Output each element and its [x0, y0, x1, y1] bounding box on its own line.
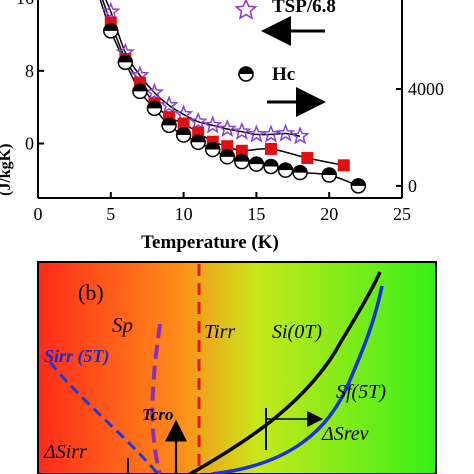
- data-point-circle-fill: [249, 157, 264, 165]
- y-axis-left-label: (J/kgK): [0, 144, 14, 196]
- data-point-circle-fill: [220, 149, 235, 157]
- data-point-circle-fill: [234, 154, 249, 162]
- y-right-tick-label: 8000: [408, 0, 444, 2]
- data-point-star: [290, 126, 310, 145]
- x-tick-label: 20: [320, 204, 338, 224]
- data-point-circle-fill: [147, 101, 162, 109]
- x-tick-label: 0: [34, 204, 43, 224]
- data-point-circle-fill: [103, 23, 118, 31]
- data-points: [101, 1, 367, 194]
- tcro-label: Tcro: [142, 405, 174, 424]
- sp-label: Sp: [112, 313, 133, 337]
- x-tick-label: 5: [106, 204, 115, 224]
- data-point-star: [203, 115, 223, 134]
- x-tick-label: 15: [247, 204, 265, 224]
- si-0t-label: Si(0T): [272, 321, 322, 343]
- sf-5t-label: Sf(5T): [336, 381, 386, 403]
- data-point-circle-fill: [176, 128, 191, 136]
- data-point-circle-fill: [205, 142, 220, 150]
- sirr-label: Sirr (5T): [44, 346, 110, 367]
- data-point-star: [232, 121, 252, 140]
- data-point-star: [101, 1, 121, 20]
- data-point-circle-fill: [191, 135, 206, 143]
- legend-star-marker: [234, 0, 258, 20]
- data-point-square: [235, 144, 248, 157]
- data-point-circle-fill: [263, 159, 278, 167]
- data-point-circle-fill: [162, 118, 177, 126]
- delta-s-rev-label: ΔSrev: [321, 423, 369, 445]
- panel-a: 05101520251680800040000 Temperature (K) …: [0, 0, 444, 253]
- y-left-tick-label: 0: [25, 134, 34, 154]
- data-point-circle-fill: [278, 163, 293, 171]
- data-point-square: [264, 142, 277, 155]
- data-point-circle-fill: [322, 167, 337, 175]
- diagram-frame: [37, 261, 437, 474]
- sf-5t-curve: [211, 285, 384, 474]
- y-right-tick-label: 0: [408, 176, 417, 196]
- x-tick-label: 10: [175, 204, 193, 224]
- x-axis-label: Temperature (K): [141, 232, 279, 253]
- data-point-square: [221, 140, 234, 153]
- legend-label-hc: Hc: [272, 64, 295, 85]
- delta-s-irr-label: ΔSirr: [43, 441, 87, 463]
- data-point-star: [261, 124, 281, 143]
- data-point-square: [301, 152, 314, 165]
- fit-curve-1: [101, 0, 344, 167]
- sp-dashed-curve: [150, 323, 162, 474]
- data-point-circle-fill: [293, 165, 308, 173]
- data-point-star: [275, 123, 296, 142]
- data-point-star: [188, 111, 208, 130]
- data-point-star: [217, 118, 237, 138]
- y-left-tick-label: 16: [16, 0, 34, 8]
- sirr-dashed-curve: [48, 361, 160, 474]
- data-point-circle-fill: [351, 178, 366, 186]
- panel-b: (b) Sp Sirr (5T) Tirr Si(0T) Sf(5T) Tcro…: [37, 261, 437, 474]
- data-point-star: [159, 95, 179, 114]
- tirr-label: Tirr: [204, 321, 235, 343]
- data-point-square: [177, 117, 190, 130]
- axis-ticks: 0 5 10 15 20 25 16 8 0 8000 4000 0: [16, 0, 444, 224]
- legend: TSP/6.8 Hc: [234, 0, 336, 117]
- y-left-tick-label: 8: [25, 61, 34, 81]
- x-tick-label: 25: [393, 204, 411, 224]
- data-point-square: [337, 159, 350, 172]
- data-point-circle-fill: [118, 55, 133, 63]
- y-right-tick-label: 4000: [408, 79, 444, 99]
- si-0t-curve: [189, 271, 382, 474]
- entropy-diagram-background: [38, 262, 436, 474]
- data-point-star: [144, 82, 165, 101]
- legend-label-tsp: TSP/6.8: [272, 0, 336, 17]
- legend-hc-marker-fill: [239, 67, 253, 74]
- data-point-circle-fill: [132, 84, 147, 92]
- panel-b-label: (b): [78, 280, 104, 305]
